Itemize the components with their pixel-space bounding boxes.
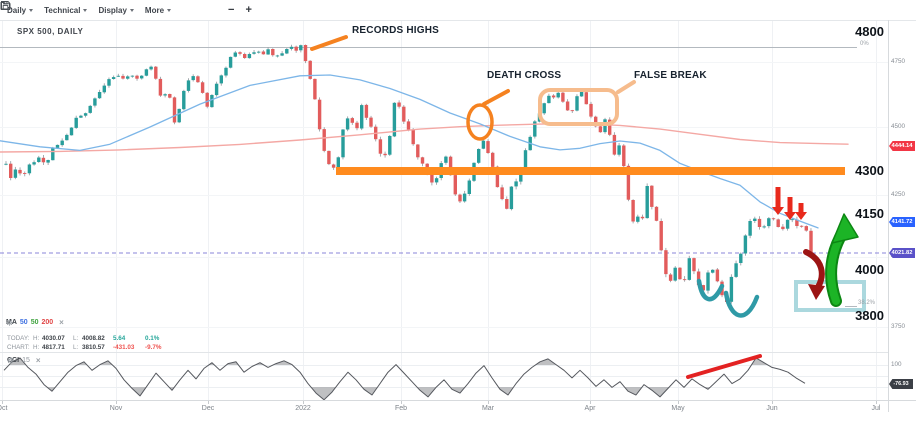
- time-axis-tick: Jun: [766, 405, 778, 412]
- time-axis-tick: Dec: [201, 405, 215, 412]
- technical-menu[interactable]: Technical: [44, 5, 88, 15]
- ma-period-50-blue: 50: [19, 319, 28, 326]
- death-cross-circle: [466, 103, 494, 141]
- main-chart-pane[interactable]: [0, 21, 888, 352]
- fib-retracement-lines: [0, 47, 857, 307]
- low-label: L:: [73, 344, 79, 351]
- time-axis-tick: Nov: [109, 405, 123, 412]
- chart-change-value: -431.03: [113, 344, 135, 351]
- key-level-label: 4150: [855, 206, 884, 221]
- red-down-arrow: [772, 187, 784, 215]
- cci-pane[interactable]: [0, 354, 888, 400]
- today-label: TODAY:: [7, 335, 30, 342]
- ma200-line: [0, 122, 849, 153]
- zoom-out-button[interactable]: −: [228, 4, 235, 16]
- false-break-label: FALSE BREAK: [634, 70, 707, 81]
- key-level-label: 3800: [855, 308, 884, 323]
- today-change-value: 5.64: [113, 335, 126, 342]
- chevron-down-icon: [83, 8, 88, 12]
- chevron-down-icon: [167, 8, 172, 12]
- price-axis-tick: 100: [891, 361, 902, 368]
- current-price-tag: 4021.82: [889, 248, 915, 258]
- chart-high-value: 4817.71: [42, 344, 65, 351]
- today-high-value: 4030.07: [42, 335, 65, 342]
- time-axis-tick: Apr: [584, 405, 596, 412]
- price-axis-tick: 4250: [891, 191, 906, 198]
- cci-value-tag: -76.93: [889, 379, 913, 389]
- double-bottom-curve: [696, 278, 725, 302]
- close-icon[interactable]: ×: [59, 318, 64, 327]
- more-menu[interactable]: More: [144, 5, 172, 15]
- cci-trendline: [686, 354, 762, 379]
- toolbar: Daily Technical Display More − +: [0, 0, 252, 20]
- key-level-label: 4800: [855, 24, 884, 39]
- minus-icon: −: [228, 4, 235, 16]
- chart-stats-row: CHART: H: 4817.71 L: 3810.57 -431.03 -9.…: [7, 344, 171, 351]
- fib-level-label: 38.2%: [858, 300, 876, 306]
- ma-legend: MA 50 50 200 ×: [6, 318, 64, 327]
- ma-period-200-red: 200: [41, 319, 54, 326]
- folder-icon[interactable]: [0, 2, 194, 16]
- close-icon[interactable]: ×: [35, 356, 41, 365]
- chevron-down-icon: [29, 8, 34, 12]
- symbol-label: SPX 500, DAILY: [17, 27, 84, 36]
- double-bottom-curve: [723, 290, 760, 318]
- bearish-curved-arrow: [803, 249, 825, 290]
- key-level-label: 4000: [855, 262, 884, 277]
- chart-label: CHART:: [7, 344, 30, 351]
- ma200-price-tag: 4444.14: [889, 141, 915, 151]
- cci-period: 15: [22, 357, 30, 364]
- zoom-in-button[interactable]: +: [245, 4, 252, 16]
- time-axis-tick: Jul: [871, 405, 881, 412]
- time-axis-tick: Mar: [481, 405, 495, 412]
- pane-divider: [0, 352, 888, 353]
- records-highs-label: RECORDS HIGHS: [352, 25, 440, 36]
- false-break-box: [538, 88, 619, 126]
- level-price-tag: 4141.72: [889, 217, 915, 227]
- save-icon[interactable]: [1, 1, 217, 16]
- time-axis-divider: [0, 400, 916, 401]
- chevron-down-icon: [129, 8, 134, 12]
- analyst-drawings: [310, 35, 866, 318]
- display-menu-label: Display: [98, 5, 127, 15]
- red-down-arrow: [784, 197, 796, 220]
- more-menu-label: More: [144, 5, 165, 15]
- price-axis-divider: [888, 20, 889, 412]
- price-axis-tick: 4750: [891, 58, 906, 65]
- today-low-value: 4008.82: [82, 335, 105, 342]
- high-label: H:: [33, 344, 40, 351]
- high-label: H:: [33, 335, 40, 342]
- red-down-arrow: [795, 203, 807, 220]
- low-label: L:: [73, 335, 79, 342]
- chart-low-value: 3810.57: [82, 344, 105, 351]
- time-axis-tick: May: [671, 405, 685, 412]
- ma50-line: [0, 74, 819, 229]
- fib-level-label: 0%: [860, 41, 869, 47]
- candlestick-series: [4, 44, 813, 304]
- key-level-label: 4300: [855, 163, 884, 178]
- price-axis-tick: 4500: [891, 123, 906, 130]
- timeframe-menu-label: Daily: [7, 5, 27, 15]
- time-axis-tick: Feb: [394, 405, 408, 412]
- technical-menu-label: Technical: [44, 5, 81, 15]
- time-axis-tick: 2022: [295, 405, 311, 412]
- chart-change-pct: -9.7%: [145, 344, 162, 351]
- today-stats-row: TODAY: H: 4030.07 L: 4008.82 5.64 0.1%: [7, 335, 171, 342]
- death-cross-label: DEATH CROSS: [487, 70, 562, 81]
- display-menu[interactable]: Display: [98, 5, 134, 15]
- time-axis-tick: Oct: [0, 405, 8, 412]
- toolbar-divider: [0, 20, 916, 21]
- ma-period-50-green: 50: [30, 319, 39, 326]
- resistance-zone-bar: [336, 167, 845, 175]
- price-axis-tick: 3750: [891, 323, 906, 330]
- today-change-pct: 0.1%: [145, 335, 160, 342]
- cci-indicator: [3, 357, 806, 400]
- cci-legend: CCI 15 ×: [7, 356, 41, 365]
- timeframe-menu[interactable]: Daily: [7, 5, 34, 15]
- plus-icon: +: [245, 4, 252, 16]
